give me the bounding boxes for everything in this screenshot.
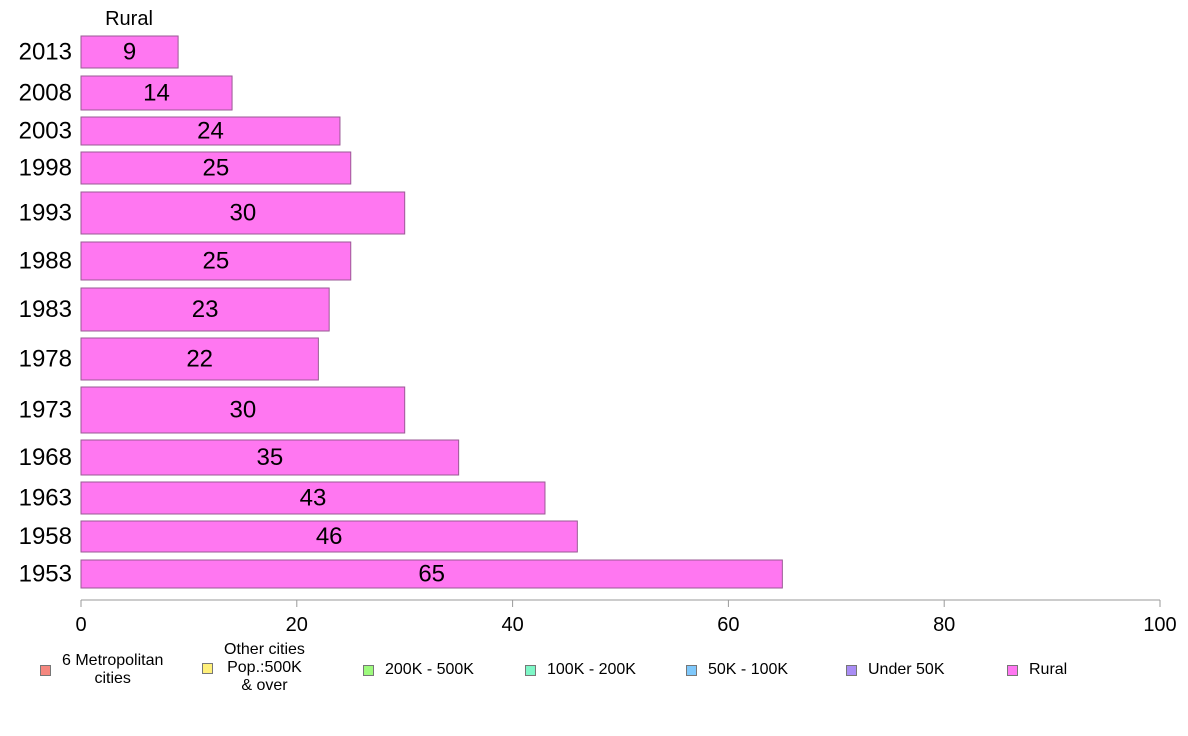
bar-value-label: 35: [256, 444, 283, 471]
y-tick-label: 1988: [19, 248, 72, 275]
y-tick-label: 1958: [19, 523, 72, 550]
bars: 2013 9 2008 14 2003 24 1998 25 1993 30 1988 25 1983 2…: [19, 35, 783, 589]
y-tick-label: 1983: [19, 296, 72, 323]
panel-title: Rural: [105, 8, 153, 30]
y-tick-label: 1998: [19, 155, 72, 182]
y-tick-label: 2008: [19, 80, 72, 107]
bar-value-label: 14: [143, 80, 170, 107]
y-tick-label: 2003: [19, 118, 72, 145]
legend-swatch: [40, 664, 51, 676]
x-axis: 0 20 40 60 80 100: [75, 599, 1177, 636]
bar-value-label: 25: [203, 155, 230, 182]
bar-1978: [80, 337, 319, 381]
y-tick-label: 1973: [19, 397, 72, 424]
bar-1988: [80, 241, 352, 281]
legend-swatch: [363, 664, 374, 676]
bar-value-label: 23: [192, 296, 219, 323]
bar-value-label: 9: [123, 39, 136, 66]
bar-2003: [80, 116, 341, 146]
legend-item: 100K - 200K: [525, 661, 636, 679]
y-tick-label: 1963: [19, 485, 72, 512]
y-tick-label: 1968: [19, 444, 72, 471]
legend-label: 50K - 100K: [708, 661, 789, 678]
bar-value-label: 25: [203, 248, 230, 275]
bar-1958: [80, 520, 578, 553]
bar-value-label: 43: [300, 485, 327, 512]
x-tick-label: 60: [717, 614, 739, 636]
bar-1953: [80, 559, 783, 589]
bar-1968: [80, 439, 460, 476]
x-tick-label: 80: [933, 614, 955, 636]
legend-label: 100K - 200K: [547, 661, 636, 678]
legend-item: 50K - 100K: [686, 661, 788, 679]
bar-1993: [80, 191, 406, 235]
x-tick-label: 100: [1143, 614, 1176, 636]
legend-swatch: [525, 664, 536, 676]
legend-label: 6 Metropolitan cities: [62, 652, 164, 687]
legend-item: Other cities Pop.:500K & over: [202, 641, 305, 695]
legend-item: 6 Metropolitan cities: [40, 652, 163, 688]
bar-1973: [80, 386, 406, 434]
legend-label: Rural: [1029, 661, 1068, 678]
bar-value-label: 24: [197, 118, 224, 145]
legend-label: 200K - 500K: [385, 661, 474, 678]
legend: 6 Metropolitan cities Other cities Pop.:5…: [0, 641, 1188, 728]
bar-value-label: 46: [316, 523, 343, 550]
bar-value-label: 30: [229, 397, 256, 424]
y-tick-label: 1978: [19, 346, 72, 373]
x-tick-label: 0: [75, 614, 86, 636]
legend-swatch: [202, 662, 213, 674]
legend-item: Under 50K: [846, 661, 945, 679]
y-tick-label: 1993: [19, 200, 72, 227]
bar-value-label: 22: [186, 346, 213, 373]
legend-swatch: [1007, 664, 1018, 676]
legend-swatch: [846, 664, 857, 676]
y-tick-label: 2013: [19, 39, 72, 66]
legend-label: Under 50K: [868, 661, 945, 678]
legend-label: Other cities Pop.:500K & over: [224, 641, 305, 694]
legend-swatch: [686, 664, 697, 676]
y-tick-label: 1953: [19, 561, 72, 588]
bar-2008: [80, 75, 233, 111]
bar-value-label: 65: [418, 561, 445, 588]
bar-value-label: 30: [229, 200, 256, 227]
bar-1963: [80, 481, 546, 515]
legend-item: 200K - 500K: [363, 661, 474, 679]
legend-item: Rural: [1007, 661, 1067, 679]
x-tick-label: 40: [501, 614, 523, 636]
bar-1998: [80, 151, 352, 185]
x-tick-label: 20: [286, 614, 308, 636]
bar-2013: [80, 35, 179, 69]
bar-1983: [80, 287, 330, 332]
